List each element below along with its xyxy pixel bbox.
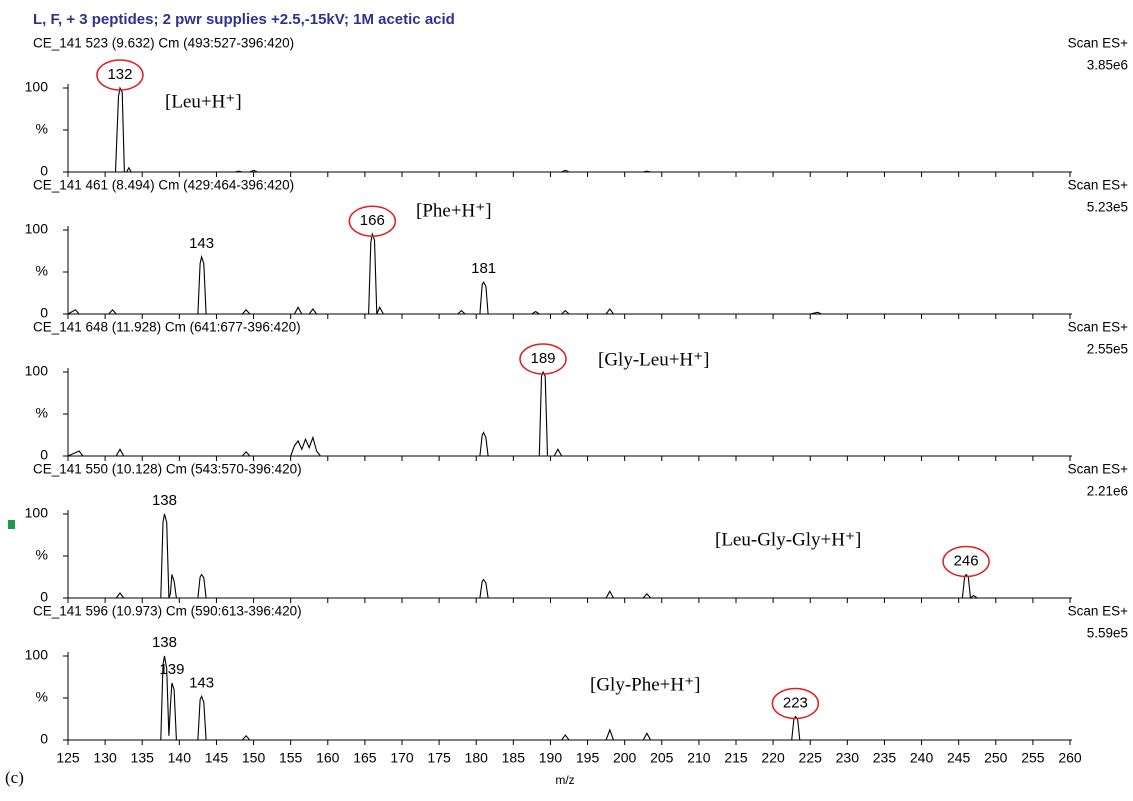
panel-header: CE_141 461 (8.494) Cm (429:464-396:420)	[33, 178, 294, 193]
peak-label: 181	[471, 260, 496, 277]
y-tick-label: %	[36, 689, 48, 705]
y-tick-label: 100	[25, 505, 49, 521]
x-tick-label: 245	[947, 750, 971, 766]
figure-title: L, F, + 3 peptides; 2 pwr supplies +2.5,…	[33, 11, 455, 28]
x-tick-label: 170	[390, 750, 414, 766]
y-tick-label: %	[36, 121, 48, 137]
intensity-label: 5.59e5	[1087, 626, 1128, 641]
x-tick-label: 205	[650, 750, 674, 766]
x-tick-label: 195	[576, 750, 600, 766]
scan-label: Scan ES+	[1068, 36, 1129, 51]
x-tick-label: 140	[168, 750, 192, 766]
x-tick-label: 175	[427, 750, 451, 766]
annotation: [Gly-Phe+H⁺]	[590, 674, 700, 695]
peak-label: 143	[189, 235, 214, 252]
peak-circle	[348, 205, 397, 237]
scan-label: Scan ES+	[1068, 462, 1129, 477]
x-tick-label: 230	[836, 750, 860, 766]
x-tick-label: 255	[1021, 750, 1045, 766]
y-tick-label: 0	[40, 589, 48, 605]
x-tick-label: 260	[1058, 750, 1082, 766]
x-axis-label: m/z	[555, 773, 574, 787]
x-tick-label: 145	[205, 750, 229, 766]
y-tick-label: 100	[25, 221, 49, 237]
annotation: [Leu-Gly-Gly+H⁺]	[715, 529, 861, 550]
x-tick-label: 155	[279, 750, 303, 766]
x-tick-label: 185	[502, 750, 526, 766]
x-tick-label: 180	[465, 750, 489, 766]
spectrum	[67, 370, 1070, 457]
x-tick-label: 125	[56, 750, 80, 766]
y-tick-label: %	[36, 405, 48, 421]
y-tick-label: %	[36, 547, 48, 563]
peak-label: 189	[531, 350, 556, 367]
peak-label: 166	[360, 212, 385, 229]
intensity-label: 3.85e6	[1087, 58, 1128, 73]
peak-label: 138	[152, 634, 177, 651]
peak-circle	[96, 59, 144, 91]
y-tick-label: 0	[40, 305, 48, 321]
x-tick-label: 190	[539, 750, 563, 766]
peak-label: 138	[152, 492, 177, 509]
intensity-label: 2.21e6	[1087, 484, 1128, 499]
annotation: [Gly-Leu+H⁺]	[598, 349, 710, 370]
scan-label: Scan ES+	[1068, 604, 1129, 619]
peak-circle	[942, 545, 990, 578]
scan-label: Scan ES+	[1068, 320, 1129, 335]
panel-header: CE_141 523 (9.632) Cm (493:527-396:420)	[33, 36, 294, 51]
scan-label: Scan ES+	[1068, 178, 1129, 193]
x-tick-label: 165	[353, 750, 377, 766]
y-tick-label: 100	[25, 79, 49, 95]
figure-label: (c)	[5, 768, 24, 787]
y-tick-label: 0	[40, 163, 48, 179]
peak-circle	[771, 687, 820, 720]
spectrum	[68, 513, 1070, 600]
panel-header: CE_141 596 (10.973) Cm (590:613-396:420)	[33, 604, 302, 619]
y-tick-label: %	[36, 263, 48, 279]
peak-label: 246	[954, 552, 979, 569]
y-tick-label: 0	[40, 731, 48, 747]
x-tick-label: 200	[613, 750, 637, 766]
y-tick-label: 100	[25, 363, 49, 379]
peak-label: 143	[189, 674, 214, 691]
x-tick-label: 130	[93, 750, 117, 766]
annotation: [Phe+H⁺]	[416, 200, 492, 221]
x-tick-label: 160	[316, 750, 340, 766]
peak-label: 223	[783, 694, 808, 711]
x-tick-label: 210	[687, 750, 711, 766]
y-tick-label: 0	[40, 447, 48, 463]
intensity-label: 2.55e5	[1087, 342, 1128, 357]
x-tick-label: 220	[761, 750, 785, 766]
x-tick-label: 235	[873, 750, 897, 766]
y-tick-label: 100	[25, 647, 49, 663]
panel-header: CE_141 550 (10.128) Cm (543:570-396:420)	[33, 462, 302, 477]
marker	[8, 520, 15, 529]
x-tick-label: 150	[242, 750, 266, 766]
spectrum	[68, 655, 1070, 741]
peak-label: 139	[159, 661, 184, 678]
x-tick-label: 225	[799, 750, 823, 766]
x-tick-label: 250	[984, 750, 1008, 766]
x-tick-label: 135	[131, 750, 155, 766]
x-tick-label: 240	[910, 750, 934, 766]
spectrum	[67, 232, 1070, 315]
peak-label: 132	[107, 66, 132, 83]
x-tick-label: 215	[724, 750, 748, 766]
peak-circle	[519, 343, 567, 375]
annotation: [Leu+H⁺]	[165, 91, 242, 112]
panel-header: CE_141 648 (11.928) Cm (641:677-396:420)	[33, 320, 301, 335]
intensity-label: 5.23e5	[1087, 200, 1128, 215]
